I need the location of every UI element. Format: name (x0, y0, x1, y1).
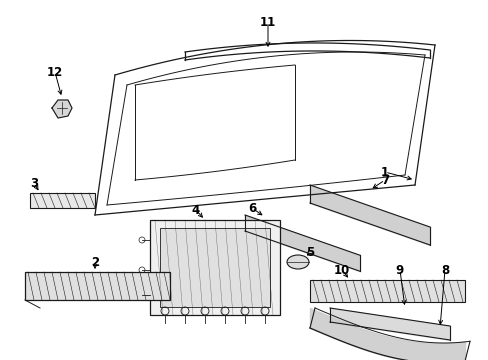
Text: 9: 9 (395, 264, 403, 276)
Polygon shape (52, 100, 72, 118)
Text: 5: 5 (305, 246, 313, 258)
Ellipse shape (286, 255, 308, 269)
Text: 2: 2 (91, 256, 99, 270)
Bar (309, 280, 464, 302)
Text: 11: 11 (259, 15, 276, 28)
Text: 8: 8 (440, 264, 448, 276)
Bar (30, 193, 95, 208)
Text: 12: 12 (47, 66, 63, 78)
Text: 4: 4 (191, 203, 200, 216)
Text: 3: 3 (30, 176, 38, 189)
Bar (160, 228, 269, 307)
Text: 1: 1 (380, 166, 388, 179)
Text: 7: 7 (380, 174, 388, 186)
Bar (25, 272, 170, 300)
Bar (150, 220, 280, 315)
Text: 6: 6 (247, 202, 256, 215)
Text: 10: 10 (333, 264, 349, 276)
